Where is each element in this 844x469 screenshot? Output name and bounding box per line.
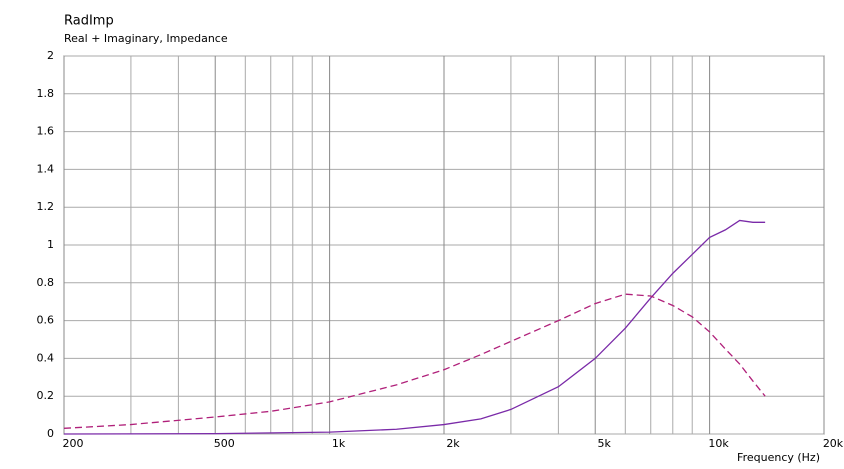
y-tick-label: 0.6 bbox=[37, 314, 55, 327]
x-axis-label: Frequency (Hz) bbox=[737, 451, 820, 464]
x-tick-label: 200 bbox=[63, 437, 84, 450]
x-tick-label: 10k bbox=[708, 437, 729, 450]
chart-title: RadImp bbox=[64, 14, 114, 29]
y-tick-label: 0 bbox=[47, 427, 54, 440]
chart-subtitle: Real + Imaginary, Impedance bbox=[64, 32, 228, 45]
y-tick-label: 1.8 bbox=[37, 87, 55, 100]
y-tick-label: 0.4 bbox=[37, 351, 55, 364]
data-line bbox=[63, 219, 766, 435]
x-tick-label: 2k bbox=[446, 437, 460, 450]
x-tick-label: 5k bbox=[598, 437, 612, 450]
y-tick-label: 0.2 bbox=[37, 389, 55, 402]
data-line bbox=[63, 293, 766, 429]
x-tick-label: 1k bbox=[332, 437, 346, 450]
y-tick-label: 2 bbox=[47, 49, 54, 62]
y-tick-label: 1.4 bbox=[37, 162, 55, 175]
y-tick-label: 1 bbox=[47, 238, 54, 251]
y-tick-label: 0.8 bbox=[37, 276, 55, 289]
y-tick-label: 1.2 bbox=[37, 200, 55, 213]
x-tick-label: 20k bbox=[823, 437, 844, 450]
x-tick-label: 500 bbox=[214, 437, 235, 450]
y-tick-label: 1.6 bbox=[37, 125, 55, 138]
